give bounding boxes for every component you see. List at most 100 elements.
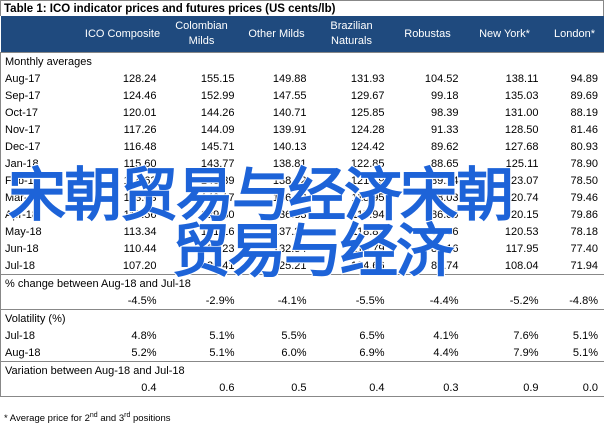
value-cell: 138.12 (272, 174, 307, 187)
value-cell: 113.03 (123, 191, 157, 204)
footnote-text: positions (130, 413, 171, 425)
value-cell: 138.11 (505, 72, 539, 85)
section-title: % change between Aug-18 and Jul-18 (5, 277, 191, 290)
value-cell: 128.50 (504, 123, 539, 136)
header-cell (0, 16, 83, 53)
value-cell: 114.63 (123, 174, 157, 187)
row-label: Mar-18 (5, 191, 40, 204)
value-cell: 136.42 (272, 191, 307, 204)
value-cell: 5.2% (131, 346, 157, 359)
value-cell: 140.17 (200, 191, 235, 204)
value-cell: 89.69 (570, 89, 598, 102)
value-cell: 99.18 (430, 89, 459, 102)
value-cell: 120.01 (122, 106, 157, 119)
column-header: Robustas (390, 16, 465, 53)
value-cell: 139.91 (272, 123, 307, 136)
value-cell: 123.07 (504, 174, 539, 187)
value-cell: 131.93 (350, 72, 385, 85)
footnote: * Average price for 2nd and 3rd position… (4, 412, 171, 424)
table-header: ICO Composite Colombian Milds Other Milds B… (0, 16, 604, 53)
value-cell: 7.9% (513, 346, 539, 359)
value-cell: 81.46 (570, 123, 598, 136)
value-cell: 147.55 (272, 89, 307, 102)
value-cell: 7.6% (513, 329, 539, 342)
value-cell: -5.2% (509, 294, 539, 307)
value-cell: 124.42 (350, 140, 385, 153)
value-cell: -4.4% (429, 294, 459, 307)
value-cell: 0.6 (219, 381, 235, 394)
section-title: Monthly averages (5, 55, 92, 68)
data-row: Sep-17 124.46 152.99 147.55 129.67 99.18 135.0… (1, 87, 604, 104)
data-row: Jul-18 4.8% 5.1% 5.5% 6.5% 4.1% 7.6% 5.1% (1, 327, 604, 344)
value-cell: 122.85 (350, 157, 385, 170)
watermark: 宋朝贸易与经济宋朝 (7, 161, 515, 229)
value-cell: 117.26 (123, 123, 157, 136)
value-cell: 6.5% (359, 329, 385, 342)
value-cell: 110.79 (351, 242, 385, 255)
value-cell: 5.5% (281, 329, 307, 342)
column-header: New York* (464, 16, 545, 53)
value-cell: 0.4 (141, 381, 157, 394)
row-label: May-18 (5, 225, 42, 238)
value-cell: 4.8% (131, 329, 157, 342)
row-label: Aug-17 (5, 72, 41, 85)
value-cell: 88.65 (430, 157, 459, 170)
value-cell: 5.1% (209, 329, 235, 342)
value-cell: 5.1% (209, 346, 235, 359)
value-cell: 104.52 (424, 72, 459, 85)
value-cell: 86.89 (430, 208, 459, 221)
column-header: Brazilian Naturals (312, 16, 391, 53)
value-cell: 79.86 (570, 208, 598, 221)
value-cell: 145.71 (200, 140, 235, 153)
section-title-row: Monthly averages (1, 53, 604, 71)
value-cell: 127.68 (504, 140, 539, 153)
footnote-text: and 3 (97, 413, 125, 425)
value-cell: 141.16 (200, 225, 235, 238)
value-cell: 152.99 (200, 89, 235, 102)
row-label: Aug-18 (5, 346, 41, 359)
value-cell: 79.46 (570, 191, 598, 204)
value-cell: 140.13 (272, 140, 307, 153)
value-cell: 138.81 (272, 157, 307, 170)
value-cell: 110.44 (123, 242, 157, 255)
value-cell: 117.94 (351, 208, 385, 221)
value-cell: 88.19 (570, 106, 598, 119)
value-cell: 144.26 (200, 106, 235, 119)
watermark: 贸易与经济 (171, 217, 455, 285)
data-row: 0.4 0.6 0.5 0.4 0.3 0.9 0.0 (1, 379, 604, 397)
section-title-row: Volatility (%) (1, 310, 604, 328)
value-cell: 130.41 (200, 259, 235, 272)
section-title-row: Variation between Aug-18 and Jul-18 (1, 362, 604, 380)
value-cell: 135.03 (504, 89, 539, 102)
value-cell: 131.00 (504, 106, 539, 119)
value-cell: 86.66 (430, 225, 459, 238)
value-cell: 124.46 (122, 89, 157, 102)
value-cell: 0.5 (291, 381, 307, 394)
value-cell: 6.0% (281, 346, 307, 359)
value-cell: 71.94 (570, 259, 598, 272)
value-cell: 116.48 (123, 140, 157, 153)
value-cell: 78.18 (570, 225, 598, 238)
data-row: Jul-18 107.20 130.41 125.21 104.66 80.74 108.0… (1, 257, 604, 275)
data-row: Apr-18 112.56 139.80 136.33 117.94 86.89 120.1… (1, 206, 604, 223)
value-cell: 4.4% (433, 346, 459, 359)
value-cell: 118.95 (351, 191, 385, 204)
value-cell: 121.19 (350, 174, 385, 187)
value-cell: 120.74 (504, 191, 539, 204)
value-cell: 124.28 (350, 123, 385, 136)
row-label: Jul-18 (5, 259, 35, 272)
value-cell: 78.90 (570, 157, 598, 170)
row-label: Jul-18 (5, 329, 35, 342)
value-cell: 137.21 (272, 225, 307, 238)
data-row: Aug-18 5.2% 5.1% 6.0% 6.9% 4.4% 7.9% 5.1% (1, 344, 604, 362)
price-table: ICO Composite Colombian Milds Other Milds B… (0, 16, 604, 397)
footnote-sup: nd (89, 412, 98, 419)
data-row: Feb-18 114.63 143.39 138.12 121.19 89.24 123.0… (1, 172, 604, 189)
row-label: Apr-18 (5, 208, 39, 221)
value-cell: 94.89 (570, 72, 598, 85)
data-row: Mar-18 113.03 140.17 136.42 118.95 88.03 120.7… (1, 189, 604, 206)
value-cell: 143.77 (200, 157, 235, 170)
column-header: Colombian Milds (162, 16, 241, 53)
value-cell: 139.80 (200, 208, 235, 221)
